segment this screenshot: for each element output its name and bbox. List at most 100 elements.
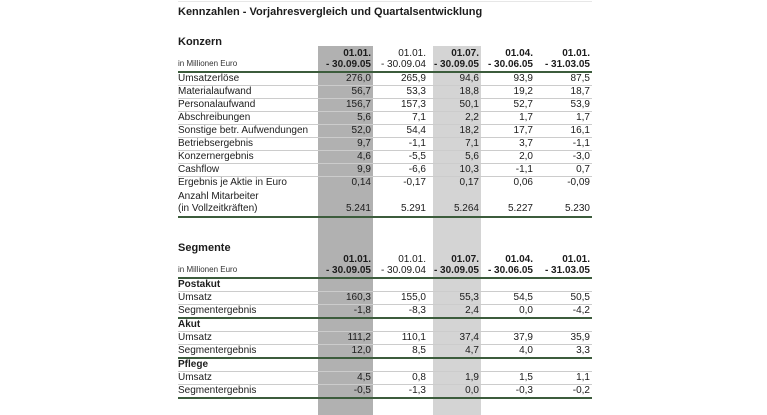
column-header-line2: - 30.06.05 [487,59,533,70]
table-row: Segmentergebnis -1,8 -8,3 2,4 0,0 -4,2 [178,304,592,319]
value-cell: -1,3 [373,384,428,399]
value-cell: 265,9 [373,72,428,86]
value-cell: 4,6 [318,150,373,164]
value-cell: 4,7 [428,344,481,359]
column-header-line2: - 31.03.05 [544,265,590,276]
value-cell: 87,5 [535,72,592,86]
row-label: Personalaufwand [178,98,318,112]
column-header: 01.01. - 30.09.05 [318,48,373,73]
segment-group-row: Pflege [178,358,592,372]
value-cell: 4,5 [318,371,373,385]
unit-label: in Millionen Euro [178,265,238,274]
header-row: in Millionen Euro 01.01. - 30.09.05 01.01. -… [178,254,592,279]
unit-label: in Millionen Euro [178,59,238,68]
table-row: Abschreibungen 5,6 7,1 2,2 1,7 1,7 [178,111,592,125]
header-row: in Millionen Euro 01.01. - 30.09.05 01.01. -… [178,48,592,73]
row-label: Materialaufwand [178,85,318,99]
value-cell: 111,2 [318,331,373,345]
table-row: Segmentergebnis 12,0 8,5 4,7 4,0 3,3 [178,344,592,359]
table-row: Betriebsergebnis 9,7 -1,1 7,1 3,7 -1,1 [178,137,592,151]
value-cell: 156,7 [318,98,373,112]
value-cell: 93,9 [481,72,535,86]
section-heading-konzern: Konzern [178,36,222,48]
value-cell: 16,1 [535,124,592,138]
column-header-line1: 01.07. [451,48,479,59]
value-cell: 276,0 [318,72,373,86]
table-row: Umsatz 111,2 110,1 37,4 37,9 35,9 [178,331,592,345]
row-label: Umsatzerlöse [178,72,318,86]
value-cell: 0,0 [428,384,481,399]
value-cell: 10,3 [428,163,481,177]
value-cell: 54,4 [373,124,428,138]
row-label: Segmentergebnis [178,384,318,399]
column-header-line2: - 30.09.05 [325,59,371,70]
row-label-line1: Anzahl Mitarbeiter [178,191,259,202]
value-cell: 12,0 [318,344,373,359]
column-header-line1: 01.01. [343,48,371,59]
konzern-table: in Millionen Euro 01.01. - 30.09.05 01.01. -… [178,48,592,218]
value-cell: 37,4 [428,331,481,345]
value-cell: -5,5 [373,150,428,164]
value-cell: 52,0 [318,124,373,138]
value-cell: 54,5 [481,291,535,305]
row-label: Segmentergebnis [178,344,318,359]
value-cell: 0,14 [351,177,371,188]
table-row: Konzernergebnis 4,6 -5,5 5,6 2,0 -3,0 [178,150,592,164]
value-cell: -0,17 [403,177,426,188]
value-cell: 50,5 [535,291,592,305]
table-row: Sonstige betr. Aufwendungen 52,0 54,4 18,2 1… [178,124,592,138]
column-header-line1: 01.04. [505,254,533,265]
row-label: Abschreibungen [178,111,318,125]
value-cell: -8,3 [373,304,428,319]
segmente-section: Segmente in Millionen Euro 01.01. - 30.09.0… [178,242,592,399]
value-cell: 35,9 [535,331,592,345]
value-cell: 4,0 [481,344,535,359]
value-cell: 1,7 [535,111,592,125]
table-row: Cashflow 9,9 -6,6 10,3 -1,1 0,7 [178,163,592,177]
value-cell: -4,2 [535,304,592,319]
table-row: Umsatz 4,5 0,8 1,9 1,5 1,1 [178,371,592,385]
value-cell: 2,4 [428,304,481,319]
row-label: Umsatz [178,371,318,385]
column-header-line2: - 30.09.05 [325,265,371,276]
table-row: Umsatzerlöse 276,0 265,9 94,6 93,9 87,5 [178,72,592,86]
row-label: Segmentergebnis [178,304,318,319]
row-label: Konzernergebnis [178,150,318,164]
value-cell: 53,9 [535,98,592,112]
value-cell: 9,9 [318,163,373,177]
column-header-line1: 01.01. [343,254,371,265]
table-row: Personalaufwand 156,7 157,3 50,1 52,7 53,9 [178,98,592,112]
table-row: Segmentergebnis -0,5 -1,3 0,0 -0,3 -0,2 [178,384,592,399]
value-cell: -3,0 [535,150,592,164]
value-cell: -1,1 [535,137,592,151]
value-cell: 37,9 [481,331,535,345]
value-cell: 0,7 [535,163,592,177]
value-cell: 18,2 [428,124,481,138]
column-header: 01.01. - 31.03.05 [535,254,592,279]
value-cell: -6,6 [373,163,428,177]
column-header: 01.07. - 30.09.05 [428,254,481,279]
value-cell: 17,7 [481,124,535,138]
column-header: 01.01. - 30.09.05 [318,254,373,279]
column-header-line1: 01.01. [562,254,590,265]
value-cell: 3,7 [481,137,535,151]
value-cell: 55,3 [428,291,481,305]
column-header: 01.01. - 30.09.04 [373,254,428,279]
column-header: 01.01. - 30.09.04 [373,48,428,73]
column-header-line1: 01.07. [451,254,479,265]
value-cell: -0,5 [318,384,373,399]
column-header: 01.04. - 30.06.05 [481,48,535,73]
column-header: 01.01. - 31.03.05 [535,48,592,73]
segment-name: Pflege [178,358,592,372]
column-header: 01.07. - 30.09.05 [428,48,481,73]
segment-group-row: Postakut [178,278,592,292]
value-cell: 18,7 [535,85,592,99]
value-cell: 53,3 [373,85,428,99]
row-label: Betriebsergebnis [178,137,318,151]
value-cell: 2,0 [481,150,535,164]
value-cell: 1,5 [481,371,535,385]
unit-label-cell: in Millionen Euro [178,48,318,73]
column-header-line1: 01.01. [398,254,426,265]
value-cell: -0,2 [535,384,592,399]
